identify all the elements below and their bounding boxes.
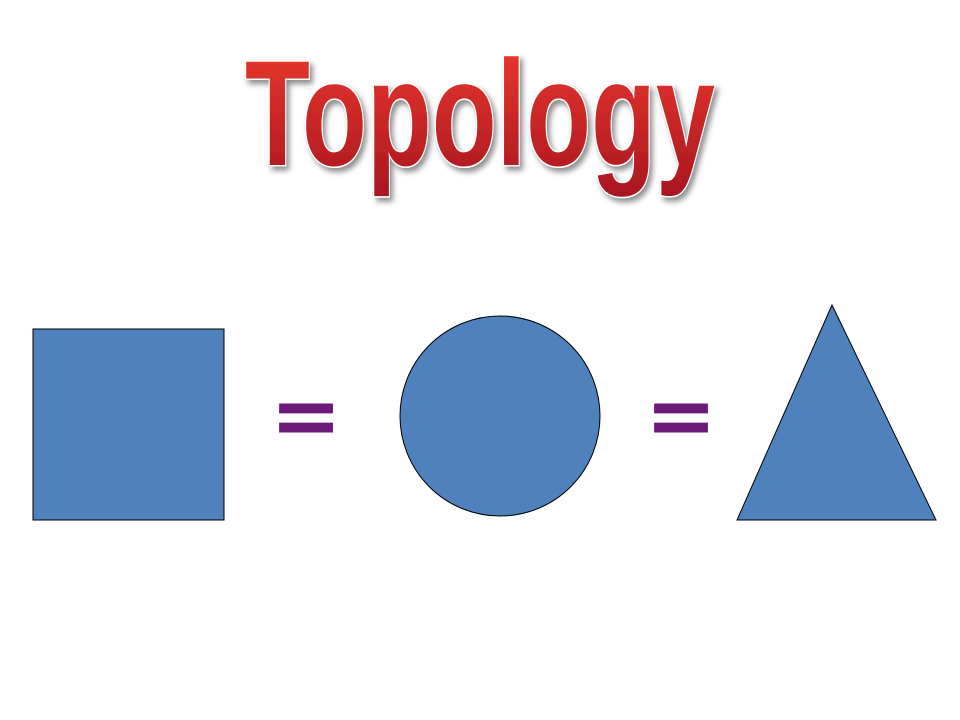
square-shape-icon [32,328,225,521]
page-title: Topology [245,29,715,197]
circle-shape-icon [399,315,601,517]
triangle-shape-icon [736,303,937,521]
equals-sign-1: = [270,366,342,466]
equals-sign-2: = [645,366,717,466]
